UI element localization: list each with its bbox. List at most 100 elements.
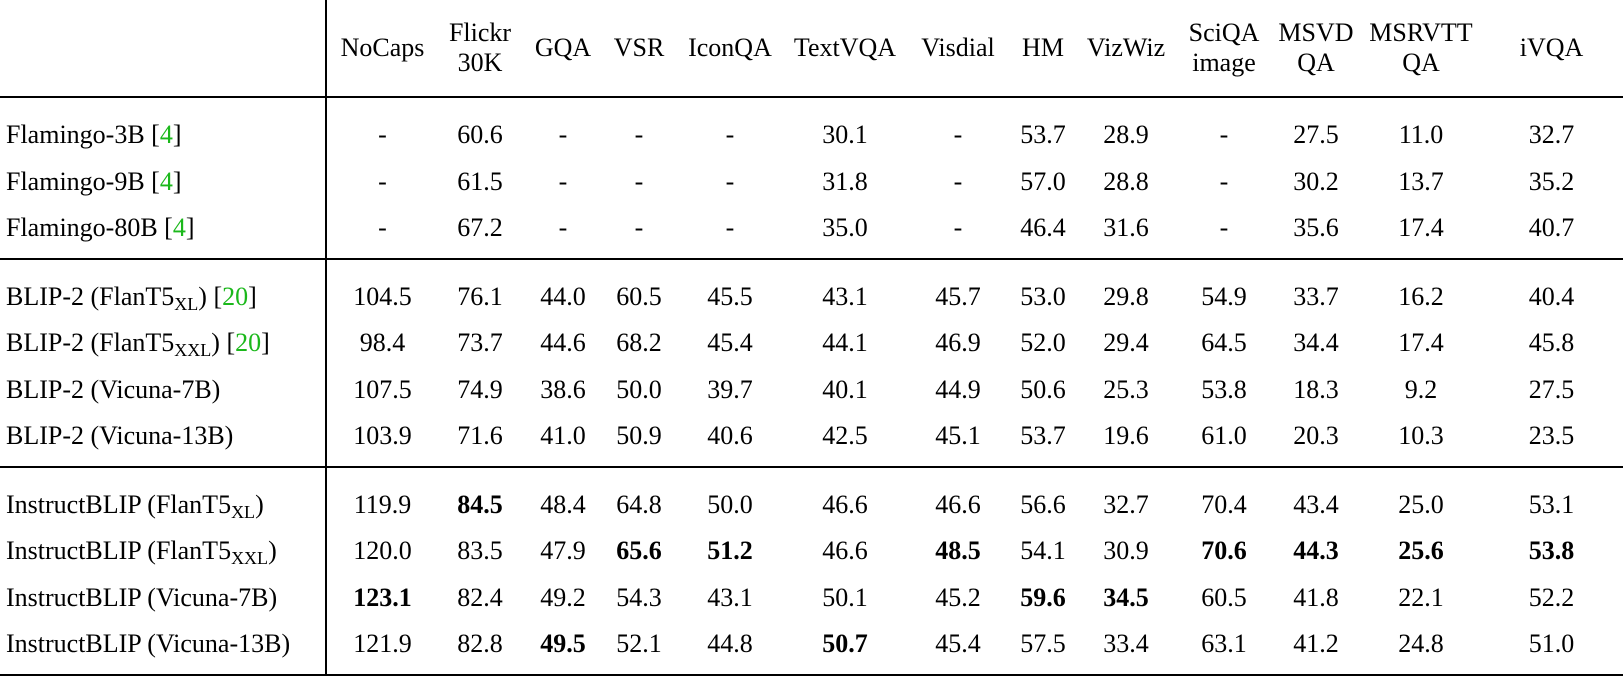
score-value: 57.0 [1020, 166, 1066, 196]
score-cell: 103.9 [326, 413, 438, 467]
model-name: InstructBLIP (Vicuna-13B) [0, 621, 327, 676]
score-value: 39.7 [707, 374, 753, 404]
citation-link[interactable]: 20 [235, 328, 262, 357]
score-value: 38.6 [540, 374, 586, 404]
score-value: 44.8 [707, 629, 753, 658]
best-score-value: 34.5 [1103, 582, 1149, 612]
citation-link[interactable]: 20 [222, 281, 249, 311]
score-value: 43.1 [707, 582, 753, 612]
model-name-text: Flamingo-3B [6, 120, 152, 149]
score-value: - [725, 166, 735, 196]
table-row: BLIP-2 (Vicuna-13B) 103.9 71.6 41.0 50.9 40.6… [0, 413, 1623, 467]
score-cell: 45.8 [1480, 320, 1623, 367]
score-cell: 45.4 [904, 621, 1012, 676]
score-value: 46.9 [935, 328, 981, 357]
score-cell: 54.9 [1178, 257, 1270, 320]
score-cell: 43.1 [786, 257, 904, 320]
col-header-sciqa: SciQA image [1178, 0, 1270, 98]
cite-open-bracket: [ [151, 166, 160, 196]
score-value: 18.3 [1293, 374, 1339, 404]
citation-link[interactable]: 4 [159, 166, 173, 196]
table-row: Flamingo-9B [4] - 61.5 - - - 31.8 - 57.0 28.8 - 30.… [0, 158, 1623, 206]
score-cell: 30.9 [1074, 528, 1178, 575]
score-cell: 60.6 [438, 97, 522, 159]
score-value: 9.2 [1404, 374, 1438, 404]
score-cell: 76.1 [438, 257, 522, 320]
score-cell: 11.0 [1362, 97, 1480, 159]
model-name-text: InstructBLIP (FlanT5 [6, 536, 232, 565]
score-value: 49.2 [540, 582, 586, 612]
score-cell: 43.4 [1270, 465, 1362, 528]
model-name-suffix: ) [211, 328, 227, 357]
model-name-suffix: ) [255, 489, 264, 519]
score-value: 13.7 [1398, 166, 1444, 196]
score-cell: 65.6 [604, 528, 674, 575]
best-score-value: 84.5 [457, 489, 503, 519]
score-cell: 46.9 [904, 320, 1012, 367]
score-value: 53.0 [1020, 281, 1066, 311]
model-name-text: InstructBLIP (Vicuna-7B) [6, 582, 278, 612]
score-value: 34.4 [1293, 328, 1339, 357]
score-value: 44.6 [540, 328, 586, 357]
score-value: - [725, 213, 735, 242]
score-cell: 30.1 [786, 97, 904, 159]
score-value: 27.5 [1528, 374, 1575, 404]
model-name: BLIP-2 (FlanT5XXL) [20] [0, 320, 327, 367]
citation-link[interactable]: 4 [172, 213, 186, 242]
model-name-text: InstructBLIP (FlanT5 [6, 489, 232, 519]
score-cell: - [1178, 97, 1270, 159]
score-cell: 33.7 [1270, 257, 1362, 320]
score-value: 43.1 [822, 281, 868, 311]
score-cell: 51.0 [1480, 621, 1623, 676]
score-cell: 20.3 [1270, 413, 1362, 467]
score-value: 28.9 [1103, 120, 1149, 149]
score-value: 30.2 [1293, 166, 1339, 196]
score-cell: 53.1 [1480, 465, 1623, 528]
cite-open-bracket: [ [164, 213, 173, 242]
score-value: - [1219, 120, 1229, 149]
best-score-value: 50.7 [822, 629, 868, 658]
score-cell: 67.2 [438, 205, 522, 259]
score-value: 64.5 [1201, 328, 1247, 357]
score-cell: 45.1 [904, 413, 1012, 467]
model-name: BLIP-2 (FlanT5XL) [20] [0, 257, 327, 320]
score-value: 35.6 [1293, 213, 1339, 242]
score-value: 45.8 [1528, 328, 1575, 357]
score-cell: 63.1 [1178, 621, 1270, 676]
col-header-vsr: VSR [604, 0, 674, 98]
score-cell: 41.8 [1270, 575, 1362, 622]
score-value: 43.4 [1293, 489, 1339, 519]
model-name: Flamingo-9B [4] [0, 158, 327, 205]
score-cell: - [1178, 205, 1270, 259]
score-value: 25.3 [1103, 374, 1149, 404]
score-cell: 43.1 [674, 575, 786, 622]
citation-link[interactable]: 4 [159, 120, 173, 149]
model-size-subscript: XXL [231, 548, 269, 568]
score-cell: 82.8 [438, 621, 522, 676]
score-value: 56.6 [1020, 489, 1066, 519]
score-cell: 51.2 [674, 528, 786, 575]
score-value: 82.4 [457, 582, 503, 612]
score-cell: 45.4 [674, 320, 786, 367]
score-value: 41.0 [540, 421, 586, 450]
score-cell: 104.5 [326, 257, 438, 320]
score-value: 103.9 [353, 421, 412, 450]
score-value: 83.5 [457, 536, 503, 565]
score-cell: - [1178, 159, 1270, 206]
model-size-subscript: XL [174, 293, 199, 314]
score-cell: 82.4 [438, 575, 522, 622]
score-value: 17.4 [1398, 213, 1444, 242]
score-cell: 45.7 [904, 257, 1012, 320]
score-cell: - [904, 205, 1012, 259]
score-cell: 44.1 [786, 320, 904, 367]
score-value: 60.6 [457, 120, 503, 149]
score-value: 70.4 [1201, 489, 1247, 519]
score-value: 73.7 [457, 328, 503, 357]
score-value: 50.1 [822, 582, 868, 612]
score-value: 46.6 [822, 536, 868, 565]
score-cell: 46.4 [1012, 205, 1074, 259]
score-cell: - [522, 97, 604, 159]
table-row: BLIP-2 (FlanT5XXL) [20] 98.4 73.7 44.6 68.2 4… [0, 320, 1623, 367]
score-value: 46.6 [935, 489, 981, 519]
table-row: Flamingo-80B [4] - 67.2 - - - 35.0 - 46.4 31.6 - 35… [0, 205, 1623, 259]
